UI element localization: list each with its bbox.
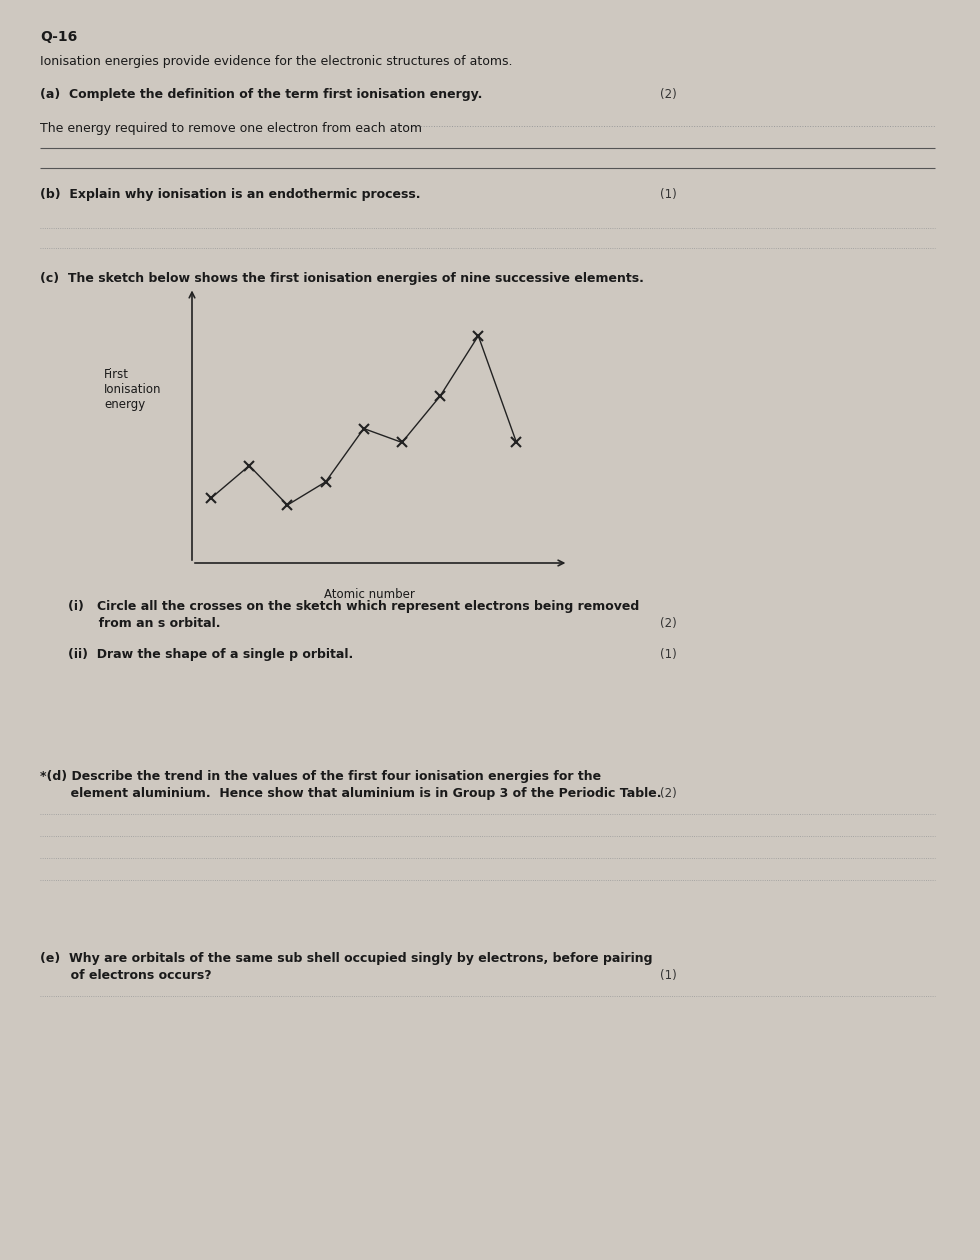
Text: (2): (2) bbox=[660, 88, 677, 101]
Text: (b)  Explain why ionisation is an endothermic process.: (b) Explain why ionisation is an endothe… bbox=[40, 188, 420, 202]
Text: (e)  Why are orbitals of the same sub shell occupied singly by electrons, before: (e) Why are orbitals of the same sub she… bbox=[40, 953, 653, 965]
Text: Ionisation energies provide evidence for the electronic structures of atoms.: Ionisation energies provide evidence for… bbox=[40, 55, 513, 68]
Text: (i)   Circle all the crosses on the sketch which represent electrons being remov: (i) Circle all the crosses on the sketch… bbox=[68, 600, 639, 614]
Text: Q-16: Q-16 bbox=[40, 30, 77, 44]
Text: (1): (1) bbox=[660, 188, 677, 202]
Text: energy: energy bbox=[104, 398, 145, 411]
Text: (1): (1) bbox=[660, 648, 677, 662]
Text: *(d) Describe the trend in the values of the first four ionisation energies for : *(d) Describe the trend in the values of… bbox=[40, 770, 601, 782]
Text: element aluminium.  Hence show that aluminium is in Group 3 of the Periodic Tabl: element aluminium. Hence show that alumi… bbox=[40, 788, 662, 800]
Text: First: First bbox=[104, 368, 129, 381]
Text: Ionisation: Ionisation bbox=[104, 383, 162, 396]
Text: (2): (2) bbox=[660, 788, 677, 800]
Text: (c)  The sketch below shows the first ionisation energies of nine successive ele: (c) The sketch below shows the first ion… bbox=[40, 272, 644, 285]
Text: (2): (2) bbox=[660, 617, 677, 630]
Text: (ii)  Draw the shape of a single p orbital.: (ii) Draw the shape of a single p orbita… bbox=[68, 648, 353, 662]
Text: The energy required to remove one electron from each atom: The energy required to remove one electr… bbox=[40, 122, 422, 135]
Text: (a)  Complete the definition of the term first ionisation energy.: (a) Complete the definition of the term … bbox=[40, 88, 482, 101]
Text: from an s orbital.: from an s orbital. bbox=[68, 617, 220, 630]
Text: of electrons occurs?: of electrons occurs? bbox=[40, 969, 212, 982]
Text: (1): (1) bbox=[660, 969, 677, 982]
Text: Atomic number: Atomic number bbox=[323, 588, 415, 601]
